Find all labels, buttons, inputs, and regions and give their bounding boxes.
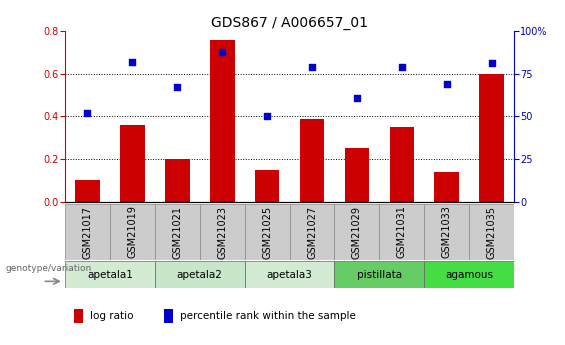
Text: apetala3: apetala3 (267, 270, 312, 279)
Bar (65, 261, 155, 288)
Bar (345, 148, 370, 202)
Text: GSM21017: GSM21017 (82, 206, 93, 258)
Bar (65, 204, 110, 260)
Bar (380, 204, 424, 260)
Bar (74, 309, 84, 323)
Bar (164, 309, 173, 323)
Point (83, 110, 92, 116)
Text: GSM21033: GSM21033 (442, 206, 452, 258)
Bar (334, 204, 380, 260)
Bar (155, 204, 200, 260)
Bar (110, 204, 155, 260)
Point (128, 59, 137, 65)
Bar (245, 204, 289, 260)
Text: GSM21029: GSM21029 (352, 206, 362, 258)
Point (442, 81, 451, 87)
Bar (299, 119, 324, 202)
Text: log ratio: log ratio (90, 311, 134, 321)
Text: genotype/variation: genotype/variation (6, 264, 92, 273)
Text: GSM21023: GSM21023 (217, 206, 227, 258)
Title: GDS867 / A006657_01: GDS867 / A006657_01 (211, 16, 368, 30)
Text: agamous: agamous (445, 270, 493, 279)
Point (397, 64, 406, 70)
Bar (289, 204, 334, 260)
Bar (424, 204, 469, 260)
Bar (334, 261, 424, 288)
Point (307, 64, 316, 70)
Bar (165, 159, 190, 202)
Text: pistillata: pistillata (357, 270, 402, 279)
Bar (479, 74, 504, 202)
Point (218, 49, 227, 54)
Text: apetala1: apetala1 (87, 270, 133, 279)
Bar (75, 180, 100, 202)
Point (353, 95, 362, 100)
Bar (210, 40, 234, 202)
Point (173, 85, 182, 90)
Text: GSM21019: GSM21019 (127, 206, 137, 258)
Text: apetala2: apetala2 (177, 270, 223, 279)
Bar (389, 127, 414, 202)
Bar (434, 172, 459, 202)
Text: GSM21031: GSM21031 (397, 206, 407, 258)
Bar (200, 204, 245, 260)
Bar (469, 204, 514, 260)
Text: percentile rank within the sample: percentile rank within the sample (180, 311, 356, 321)
Text: GSM21025: GSM21025 (262, 206, 272, 258)
Bar (424, 261, 514, 288)
Bar (255, 170, 280, 202)
Text: GSM21021: GSM21021 (172, 206, 182, 258)
Point (487, 61, 496, 66)
Bar (155, 261, 245, 288)
Text: GSM21035: GSM21035 (486, 206, 497, 258)
Point (263, 114, 272, 119)
Text: GSM21027: GSM21027 (307, 206, 317, 258)
Bar (120, 125, 145, 202)
Bar (245, 261, 334, 288)
